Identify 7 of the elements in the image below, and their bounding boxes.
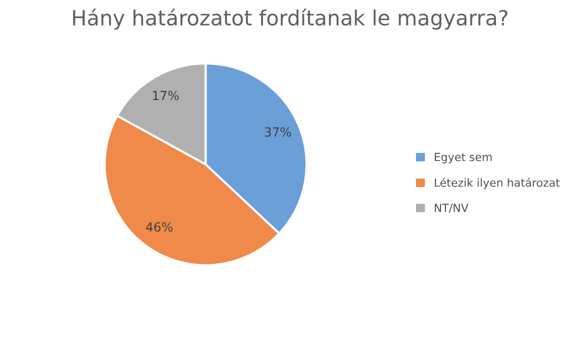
data-label: 46% [146, 222, 173, 232]
data-label: 37% [264, 127, 292, 137]
data-label: 17% [153, 90, 179, 100]
legend-label: NT/NV [434, 204, 468, 213]
legend-label: Egyet sem [434, 152, 492, 164]
chart-title: Hány határozatot fordítanak le magyarra? [73, 8, 508, 30]
legend-label: Létezik ilyen határozat [434, 178, 560, 189]
